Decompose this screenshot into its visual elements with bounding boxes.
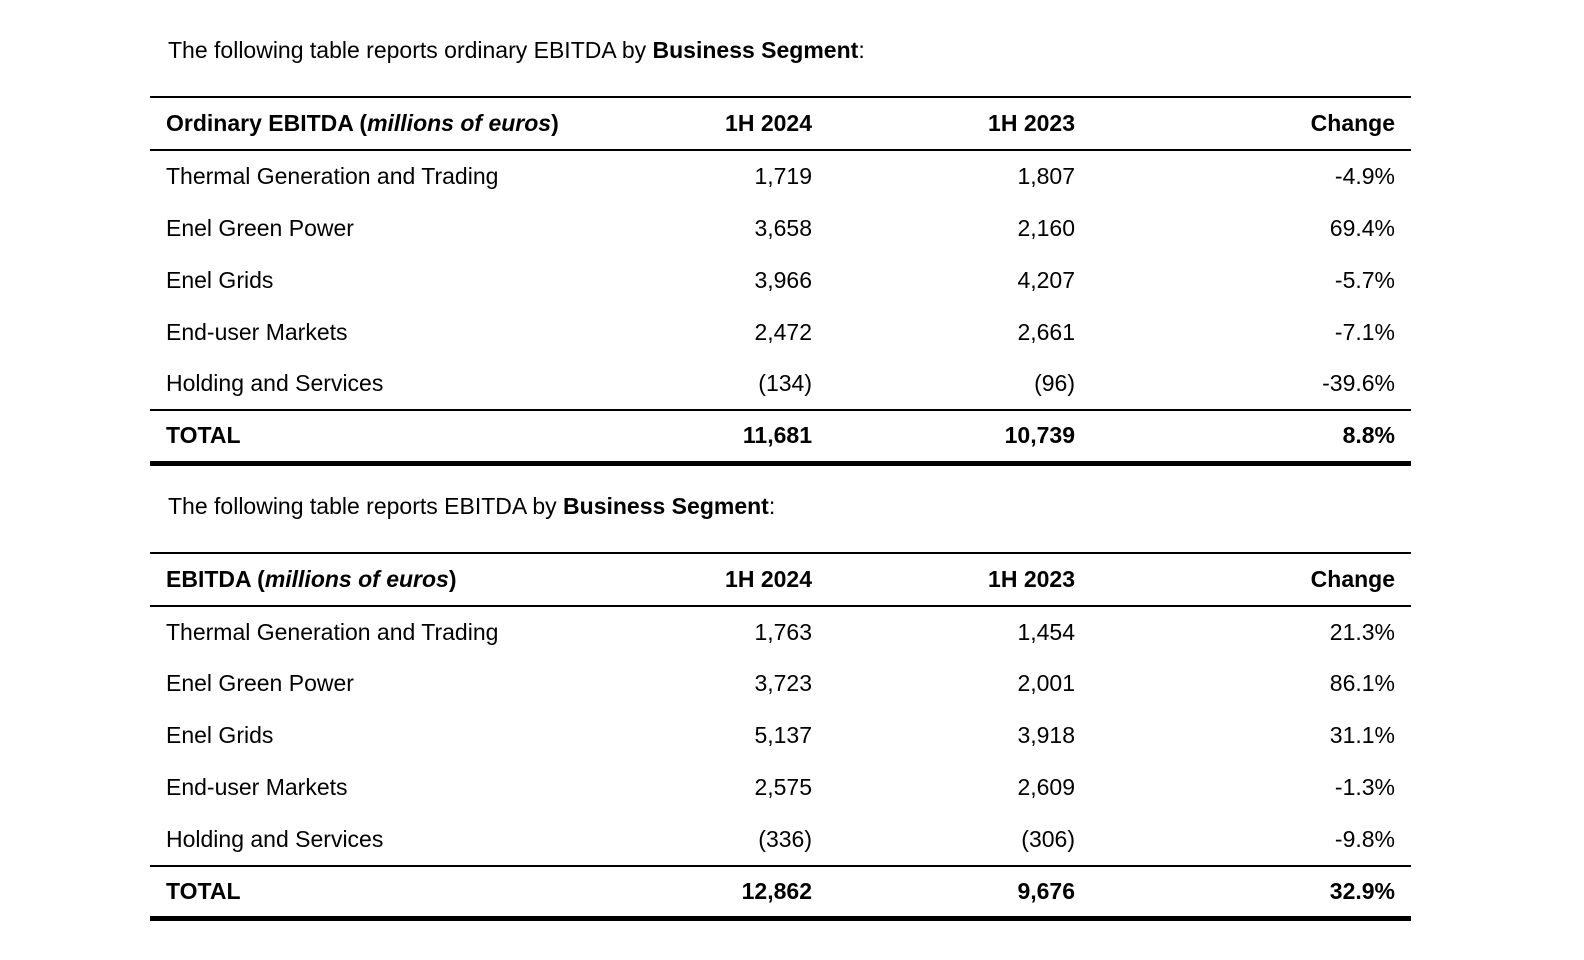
- total-label: TOTAL: [166, 877, 241, 904]
- ordinary-ebitda-intro: The following table reports ordinary EBI…: [150, 0, 1411, 64]
- value-1h2024: 3,723: [754, 670, 812, 696]
- total-1h2024: 11,681: [742, 422, 812, 449]
- table-row: Holding and Services (134) (96) -39.6%: [150, 358, 1411, 410]
- value-1h2023: (96): [1034, 370, 1075, 396]
- table-row: Enel Grids 5,137 3,918 31.1%: [150, 710, 1411, 762]
- value-1h2024: (134): [758, 370, 812, 396]
- column-header-1h2023: 1H 2023: [988, 565, 1075, 592]
- value-change: -4.9%: [1334, 163, 1395, 189]
- table-row: Enel Grids 3,966 4,207 -5.7%: [150, 254, 1411, 306]
- segment-label: Enel Grids: [166, 722, 274, 748]
- column-header-1h2024: 1H 2024: [725, 110, 812, 136]
- value-1h2023: 3,918: [1017, 722, 1075, 748]
- value-1h2023: 1,454: [1017, 618, 1075, 645]
- report-page: The following table reports ordinary EBI…: [150, 0, 1411, 921]
- value-1h2024: 3,966: [754, 266, 812, 293]
- table-row: End-user Markets 2,472 2,661 -7.1%: [150, 306, 1411, 358]
- segment-label: Enel Green Power: [166, 670, 354, 696]
- table-total-row: TOTAL 12,862 9,676 32.9%: [150, 865, 1411, 919]
- value-change: -5.7%: [1334, 266, 1395, 293]
- intro-colon-text: :: [858, 37, 865, 63]
- table-row: Holding and Services (336) (306) -9.8%: [150, 814, 1411, 866]
- table-title-bold: EBITDA (: [166, 565, 265, 592]
- value-1h2024: 5,137: [754, 722, 812, 748]
- intro-prefix-text: The following table reports EBITDA by: [168, 492, 564, 519]
- value-change: 69.4%: [1329, 214, 1395, 241]
- intro-bold-text: Business Segment: [563, 492, 769, 519]
- value-1h2024: 3,658: [754, 214, 812, 241]
- value-change: -1.3%: [1334, 774, 1395, 800]
- total-1h2023: 9,676: [1017, 877, 1075, 904]
- table-title-italic: millions of euros: [367, 110, 552, 136]
- table-header-row: Ordinary EBITDA (millions of euros) 1H 2…: [150, 97, 1411, 150]
- table-title-cell: EBITDA (millions of euros): [150, 553, 630, 606]
- value-1h2024: 2,575: [754, 774, 812, 800]
- table-title-close: ): [551, 110, 559, 136]
- value-1h2023: 2,609: [1017, 774, 1075, 800]
- intro-prefix-text: The following table reports ordinary EBI…: [168, 37, 653, 63]
- value-1h2023: 1,807: [1017, 163, 1075, 189]
- value-1h2024: 1,719: [754, 163, 812, 189]
- total-1h2023: 10,739: [1004, 422, 1075, 449]
- value-1h2023: 2,160: [1017, 214, 1075, 241]
- ebitda-intro: The following table reports EBITDA by Bu…: [150, 493, 1411, 520]
- table-row: End-user Markets 2,575 2,609 -1.3%: [150, 762, 1411, 814]
- segment-label: Enel Grids: [166, 266, 274, 293]
- value-1h2023: (306): [1021, 825, 1075, 852]
- value-1h2024: 2,472: [754, 318, 812, 345]
- table-row: Thermal Generation and Trading 1,763 1,4…: [150, 606, 1411, 658]
- column-header-change: Change: [1310, 565, 1395, 592]
- segment-label: Holding and Services: [166, 370, 384, 396]
- value-change: -7.1%: [1334, 318, 1395, 345]
- total-1h2024: 12,862: [741, 877, 812, 904]
- column-header-1h2024: 1H 2024: [725, 565, 812, 592]
- total-label: TOTAL: [166, 422, 241, 449]
- value-1h2024: (336): [758, 825, 812, 852]
- total-change: 8.8%: [1342, 422, 1395, 449]
- column-header-1h2023: 1H 2023: [988, 110, 1075, 136]
- table-total-row: TOTAL 11,681 10,739 8.8%: [150, 410, 1411, 463]
- intro-bold-text: Business Segment: [652, 37, 859, 63]
- value-1h2023: 2,001: [1017, 670, 1075, 696]
- intro-colon-text: :: [768, 492, 776, 519]
- segment-label: End-user Markets: [166, 318, 348, 345]
- segment-label: End-user Markets: [166, 774, 348, 800]
- column-header-change: Change: [1310, 110, 1395, 136]
- table-row: Enel Green Power 3,723 2,001 86.1%: [150, 658, 1411, 710]
- segment-label: Holding and Services: [166, 825, 384, 852]
- table-header-row: EBITDA (millions of euros) 1H 2024 1H 20…: [150, 553, 1411, 606]
- ebitda-table: EBITDA (millions of euros) 1H 2024 1H 20…: [150, 551, 1411, 921]
- table-title-bold: Ordinary EBITDA (: [166, 110, 368, 136]
- segment-label: Thermal Generation and Trading: [166, 163, 499, 189]
- table-row: Thermal Generation and Trading 1,719 1,8…: [150, 150, 1411, 202]
- value-1h2023: 2,661: [1017, 318, 1075, 345]
- table-row: Enel Green Power 3,658 2,160 69.4%: [150, 202, 1411, 254]
- value-change: 31.1%: [1329, 722, 1395, 748]
- segment-label: Enel Green Power: [166, 214, 354, 241]
- total-change: 32.9%: [1329, 877, 1395, 904]
- value-1h2024: 1,763: [754, 618, 812, 645]
- value-1h2023: 4,207: [1017, 266, 1075, 293]
- table-title-cell: Ordinary EBITDA (millions of euros): [150, 97, 630, 150]
- segment-label: Thermal Generation and Trading: [166, 618, 499, 645]
- value-change: 21.3%: [1329, 618, 1395, 645]
- ordinary-ebitda-table: Ordinary EBITDA (millions of euros) 1H 2…: [150, 96, 1411, 466]
- value-change: -9.8%: [1334, 825, 1395, 852]
- value-change: -39.6%: [1322, 370, 1395, 396]
- value-change: 86.1%: [1329, 670, 1395, 696]
- table-title-close: ): [448, 565, 457, 592]
- table-title-italic: millions of euros: [264, 565, 449, 592]
